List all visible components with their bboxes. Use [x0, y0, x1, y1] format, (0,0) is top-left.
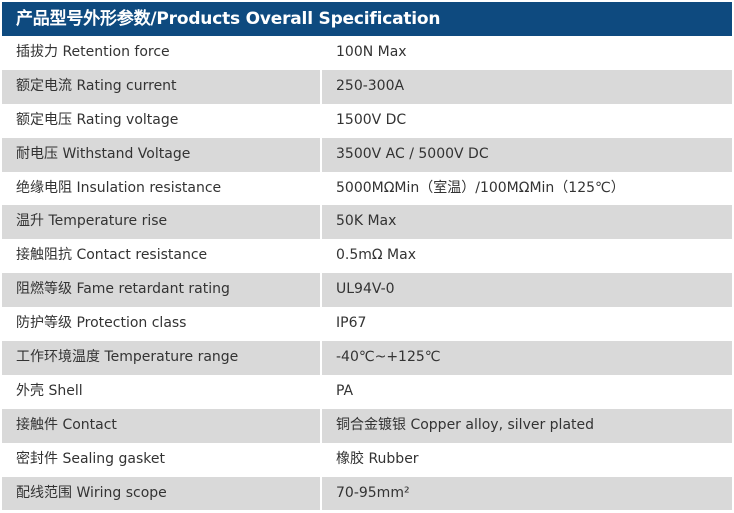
spec-label: 温升 Temperature rise [2, 205, 322, 240]
spec-label: 密封件 Sealing gasket [2, 442, 322, 477]
spec-label: 额定电流 Rating current [2, 69, 322, 104]
table-row: 配线范围 Wiring scope 70-95mm² [2, 476, 732, 511]
spec-label: 外壳 Shell [2, 374, 322, 409]
table-row: 工作环境温度 Temperature range -40℃~+125℃ [2, 341, 732, 375]
spec-value: 橡胶 Rubber [336, 450, 419, 467]
spec-label: 额定电压 Rating voltage [2, 103, 322, 138]
table-row: 防护等级 Protection class IP67 [2, 307, 732, 342]
table-title: 产品型号外形参数/Products Overall Specification [2, 2, 732, 36]
spec-value: 250-300A [336, 77, 405, 94]
spec-value: 1500V DC [336, 111, 407, 128]
spec-value: PA [336, 382, 354, 399]
table-row: 阻燃等级 Fame retardant rating UL94V-0 [2, 273, 732, 308]
spec-value: 5000MΩMin（室温）/100MΩMin（125℃） [336, 179, 625, 196]
table-row: 耐电压 Withstand Voltage 3500V AC / 5000V DC [2, 137, 732, 172]
spec-value: 70-95mm² [336, 484, 410, 501]
spec-value: IP67 [336, 315, 367, 332]
table-row: 温升 Temperature rise 50K Max [2, 205, 732, 240]
table-row: 密封件 Sealing gasket 橡胶 Rubber [2, 442, 732, 477]
spec-label: 配线范围 Wiring scope [2, 476, 322, 511]
spec-value: -40℃~+125℃ [336, 349, 441, 366]
spec-label: 绝缘电阻 Insulation resistance [2, 171, 322, 206]
table-body: 插拔力 Retention force 100N Max 额定电流 Rating c… [2, 36, 732, 511]
spec-label: 接触阻抗 Contact resistance [2, 239, 322, 274]
table-row: 插拔力 Retention force 100N Max [2, 36, 732, 70]
table-row: 接触阻抗 Contact resistance 0.5mΩ Max [2, 239, 732, 274]
spec-value: 0.5mΩ Max [336, 247, 416, 264]
table-row: 接触件 Contact 铜合金镀银 Copper alloy, silver pl… [2, 408, 732, 443]
table-row: 额定电压 Rating voltage 1500V DC [2, 103, 732, 138]
spec-value: 铜合金镀银 Copper alloy, silver plated [336, 416, 595, 433]
table-row: 额定电流 Rating current 250-300A [2, 69, 732, 104]
spec-value: UL94V-0 [336, 281, 395, 298]
spec-label: 工作环境温度 Temperature range [2, 341, 322, 375]
table-row: 外壳 Shell PA [2, 374, 732, 409]
table-row: 绝缘电阻 Insulation resistance 5000MΩMin（室温）/… [2, 171, 732, 206]
spec-label: 耐电压 Withstand Voltage [2, 137, 322, 172]
spec-label: 防护等级 Protection class [2, 307, 322, 342]
spec-label: 插拔力 Retention force [2, 36, 322, 70]
spec-value: 50K Max [336, 213, 397, 230]
spec-label: 阻燃等级 Fame retardant rating [2, 273, 322, 308]
spec-value: 3500V AC / 5000V DC [336, 145, 489, 162]
spec-value: 100N Max [336, 44, 407, 60]
spec-label: 接触件 Contact [2, 408, 322, 443]
